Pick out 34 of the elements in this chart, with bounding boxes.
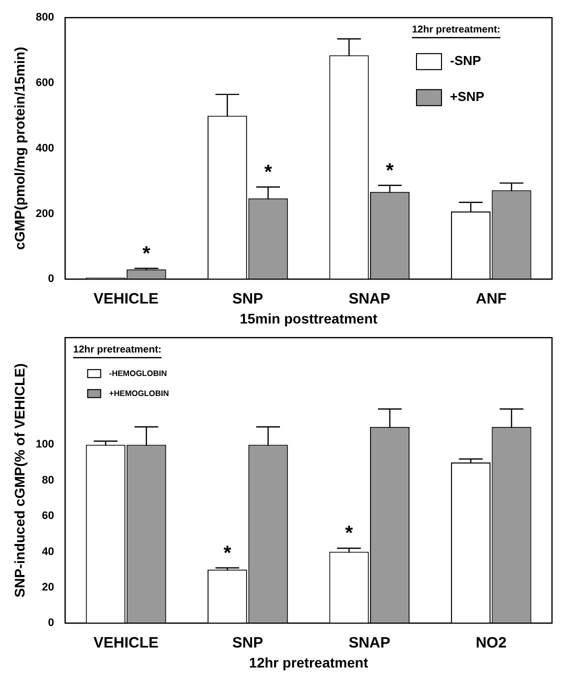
y-tick-label: 60	[42, 510, 54, 522]
y-axis-title: SNP-induced cGMP(% of VEHICLE)	[11, 363, 28, 598]
legend-label: -SNP	[450, 53, 482, 68]
x-tick-label: ANF	[476, 290, 507, 308]
x-tick-label: SNAP	[348, 290, 390, 308]
x-tick-label: VEHICLE	[94, 290, 159, 308]
y-axis-title: cGMP(pmol/mg protein/15min)	[11, 46, 28, 250]
legend-title: 12hr pretreatment:	[73, 344, 162, 356]
legend-label: +HEMOGLOBIN	[109, 388, 170, 398]
annotation: *	[142, 242, 150, 265]
legend-title: 12hr pretreatment:	[412, 24, 500, 36]
y-tick-label: 0	[48, 617, 54, 630]
y-tick-label: 200	[36, 208, 54, 220]
x-tick-label: NO2	[476, 634, 507, 652]
legend-label: -HEMOGLOBIN	[109, 368, 168, 378]
y-tick-label: 20	[42, 582, 54, 594]
annotation: *	[386, 160, 394, 182]
y-tick-label: 100	[36, 438, 54, 451]
y-tick-label: 80	[42, 474, 54, 486]
x-tick-label: SNP	[232, 290, 264, 308]
x-axis-title: 15min posttreatment	[240, 310, 378, 326]
y-tick-label: 400	[36, 142, 54, 154]
y-tick-label: 800	[36, 12, 54, 24]
y-tick-label: 40	[42, 546, 54, 558]
x-tick-label: SNAP	[348, 634, 390, 652]
y-tick-label: 600	[36, 77, 54, 90]
y-tick-label: 0	[48, 273, 54, 286]
x-axis-title: 12hr pretreatment	[249, 654, 368, 670]
annotation: *	[223, 542, 232, 564]
x-tick-label: SNP	[232, 634, 264, 652]
annotation: *	[345, 522, 354, 545]
x-tick-label: VEHICLE	[94, 634, 159, 652]
legend-label: +SNP	[450, 89, 485, 104]
annotation: *	[264, 162, 272, 184]
